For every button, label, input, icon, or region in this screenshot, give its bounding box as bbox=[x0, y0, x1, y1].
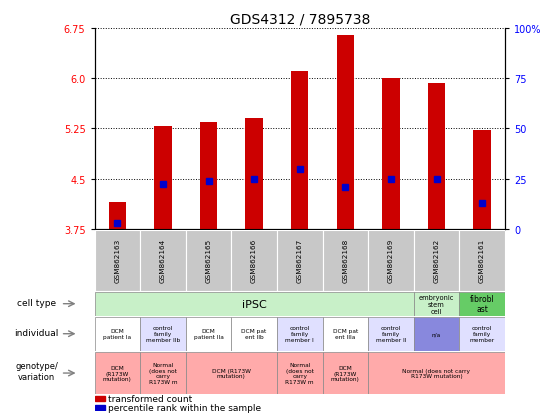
Text: genotype/
variation: genotype/ variation bbox=[15, 361, 58, 381]
Text: Normal
(does not
carry
R173W m: Normal (does not carry R173W m bbox=[285, 362, 314, 385]
Bar bbox=[414, 292, 460, 316]
Bar bbox=[414, 230, 460, 291]
Text: transformed count: transformed count bbox=[107, 394, 192, 403]
Text: GSM862167: GSM862167 bbox=[296, 239, 303, 282]
Text: iPSC: iPSC bbox=[242, 299, 266, 309]
Text: GSM862163: GSM862163 bbox=[114, 239, 120, 282]
Text: GSM862166: GSM862166 bbox=[251, 239, 257, 282]
Bar bbox=[231, 230, 277, 291]
Text: DCM
(R173W
mutation): DCM (R173W mutation) bbox=[103, 365, 132, 382]
Bar bbox=[94, 230, 140, 291]
Bar bbox=[277, 230, 322, 291]
Bar bbox=[140, 352, 186, 394]
Bar bbox=[460, 230, 505, 291]
Title: GDS4312 / 7895738: GDS4312 / 7895738 bbox=[230, 12, 370, 26]
Bar bbox=[246, 119, 263, 229]
Text: embryonic
stem
cell: embryonic stem cell bbox=[419, 294, 454, 314]
Bar bbox=[368, 352, 505, 394]
Text: fibrobl
ast: fibrobl ast bbox=[470, 294, 495, 313]
Text: cell type: cell type bbox=[17, 298, 56, 307]
Text: GSM862165: GSM862165 bbox=[206, 239, 212, 282]
Bar bbox=[186, 230, 231, 291]
Bar bbox=[291, 72, 308, 229]
Text: GSM862161: GSM862161 bbox=[479, 239, 485, 282]
Bar bbox=[322, 352, 368, 394]
Bar bbox=[109, 202, 126, 229]
Bar bbox=[94, 396, 105, 401]
Bar bbox=[94, 352, 140, 394]
Bar bbox=[414, 317, 460, 351]
Text: DCM
(R173W
mutation): DCM (R173W mutation) bbox=[331, 365, 360, 382]
Bar bbox=[186, 317, 231, 351]
Text: DCM
patient IIa: DCM patient IIa bbox=[193, 328, 224, 339]
Bar bbox=[200, 122, 217, 229]
Bar bbox=[382, 79, 400, 229]
Text: control
family
member I: control family member I bbox=[285, 325, 314, 342]
Bar bbox=[154, 127, 172, 229]
Text: GSM862162: GSM862162 bbox=[434, 239, 440, 282]
Text: Normal (does not carry
R173W mutation): Normal (does not carry R173W mutation) bbox=[402, 368, 470, 379]
Text: DCM
patient Ia: DCM patient Ia bbox=[103, 328, 131, 339]
Bar bbox=[140, 230, 186, 291]
Text: control
family
member: control family member bbox=[470, 325, 495, 342]
Bar bbox=[94, 405, 105, 410]
Bar bbox=[322, 230, 368, 291]
Bar bbox=[322, 317, 368, 351]
Bar bbox=[428, 84, 445, 229]
Bar bbox=[460, 292, 505, 316]
Bar bbox=[277, 317, 322, 351]
Text: DCM pat
ent IIIa: DCM pat ent IIIa bbox=[333, 328, 358, 339]
Text: n/a: n/a bbox=[432, 331, 441, 337]
Text: DCM pat
ent IIb: DCM pat ent IIb bbox=[241, 328, 267, 339]
Text: Normal
(does not
carry
R173W m: Normal (does not carry R173W m bbox=[148, 362, 177, 385]
Text: GSM862169: GSM862169 bbox=[388, 239, 394, 282]
Bar bbox=[186, 352, 277, 394]
Bar bbox=[231, 317, 277, 351]
Bar bbox=[94, 317, 140, 351]
Bar bbox=[368, 230, 414, 291]
Text: DCM (R173W
mutation): DCM (R173W mutation) bbox=[212, 368, 251, 379]
Bar bbox=[94, 292, 414, 316]
Bar bbox=[460, 317, 505, 351]
Bar bbox=[277, 352, 322, 394]
Bar bbox=[140, 317, 186, 351]
Text: GSM862168: GSM862168 bbox=[342, 239, 348, 282]
Bar bbox=[474, 131, 491, 229]
Text: individual: individual bbox=[15, 328, 59, 337]
Text: control
family
member IIb: control family member IIb bbox=[146, 325, 180, 342]
Bar bbox=[368, 317, 414, 351]
Bar bbox=[336, 36, 354, 229]
Text: percentile rank within the sample: percentile rank within the sample bbox=[107, 403, 261, 412]
Text: control
family
member II: control family member II bbox=[376, 325, 406, 342]
Text: GSM862164: GSM862164 bbox=[160, 239, 166, 282]
